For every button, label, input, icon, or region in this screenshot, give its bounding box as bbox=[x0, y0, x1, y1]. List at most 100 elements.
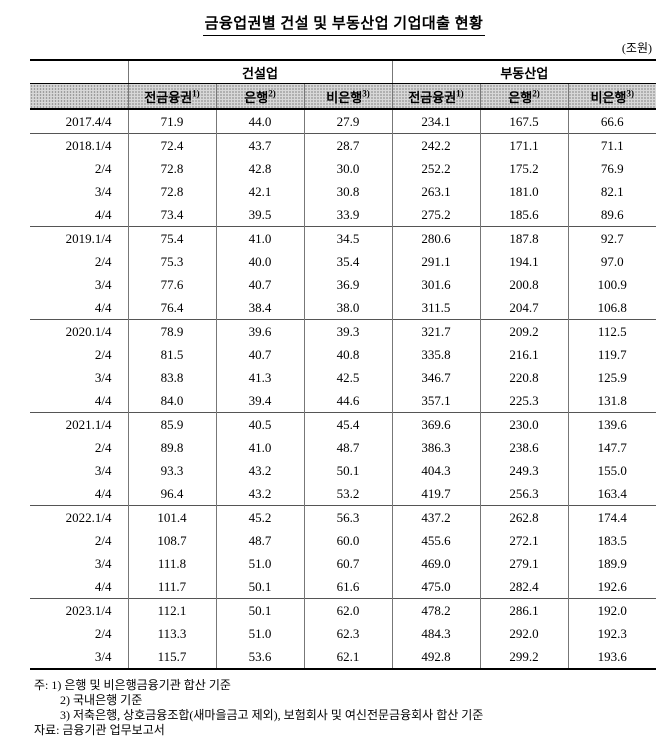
row-label: 2/4 bbox=[94, 532, 112, 548]
table-row: 2/4 72.8 42.8 30.0 252.2 175.2 76.9 bbox=[30, 157, 657, 180]
row-label: 3/4 bbox=[94, 648, 112, 664]
value-cell: 171.1 bbox=[479, 133, 568, 157]
value-cell: 45.2 bbox=[215, 505, 304, 529]
value-cell: 62.3 bbox=[303, 622, 392, 645]
row-label: 3/4 bbox=[94, 369, 112, 385]
value-cell: 163.4 bbox=[567, 482, 657, 506]
page-title: 금융업권별 건설 및 부동산업 기업대출 현황 bbox=[202, 12, 486, 36]
value-cell: 478.2 bbox=[391, 598, 480, 622]
row-label: 4/4 bbox=[94, 578, 112, 594]
value-cell: 43.7 bbox=[215, 133, 304, 157]
value-cell: 280.6 bbox=[391, 226, 480, 250]
value-cell: 41.0 bbox=[215, 226, 304, 250]
value-cell: 175.2 bbox=[479, 157, 568, 180]
value-cell: 42.5 bbox=[303, 366, 392, 389]
title-wrap: 금융업권별 건설 및 부동산업 기업대출 현황 bbox=[30, 12, 658, 36]
value-cell: 225.3 bbox=[479, 389, 568, 413]
value-cell: 39.6 bbox=[215, 319, 304, 343]
value-cell: 33.9 bbox=[303, 203, 392, 227]
value-cell: 30.0 bbox=[303, 157, 392, 180]
value-cell: 71.1 bbox=[567, 133, 657, 157]
row-label: 3/4 bbox=[94, 462, 112, 478]
value-cell: 35.4 bbox=[303, 250, 392, 273]
sub-header-row: 전금융권1) 은행2) 비은행3) 전금융권1) 은행2) 비은행3) bbox=[30, 83, 657, 110]
value-cell: 38.4 bbox=[215, 296, 304, 320]
value-cell: 89.6 bbox=[567, 203, 657, 227]
value-cell: 187.8 bbox=[479, 226, 568, 250]
value-cell: 108.7 bbox=[127, 529, 216, 552]
value-cell: 75.3 bbox=[127, 250, 216, 273]
loan-table: 건설업 부동산업 전금융권1) 은행2) 비은행3) 전금융권1) 은행2) 비은행3) … bbox=[30, 59, 657, 670]
table-row: 4/4 84.0 39.4 44.6 357.1 225.3 131.8 bbox=[30, 389, 657, 413]
table-row: 2/4 108.7 48.7 60.0 455.6 272.1 183.5 bbox=[30, 529, 657, 552]
value-cell: 230.0 bbox=[479, 412, 568, 436]
value-cell: 41.0 bbox=[215, 436, 304, 459]
value-cell: 167.5 bbox=[479, 109, 568, 134]
value-cell: 82.1 bbox=[567, 180, 657, 203]
value-cell: 100.9 bbox=[567, 273, 657, 296]
value-cell: 484.3 bbox=[391, 622, 480, 645]
value-cell: 60.0 bbox=[303, 529, 392, 552]
table-row: 2019.1/4 75.4 41.0 34.5 280.6 187.8 92.7 bbox=[30, 226, 657, 250]
value-cell: 71.9 bbox=[127, 109, 216, 134]
row-label: 2022.1/4 bbox=[30, 505, 128, 529]
value-cell: 404.3 bbox=[391, 459, 480, 482]
value-cell: 40.8 bbox=[303, 343, 392, 366]
column-header: 은행2) bbox=[479, 83, 568, 110]
row-label: 3/4 bbox=[94, 555, 112, 571]
value-cell: 242.2 bbox=[391, 133, 480, 157]
value-cell: 234.1 bbox=[391, 109, 480, 134]
value-cell: 369.6 bbox=[391, 412, 480, 436]
value-cell: 238.6 bbox=[479, 436, 568, 459]
value-cell: 27.9 bbox=[303, 109, 392, 134]
value-cell: 39.5 bbox=[215, 203, 304, 227]
value-cell: 76.9 bbox=[567, 157, 657, 180]
value-cell: 77.6 bbox=[127, 273, 216, 296]
value-cell: 252.2 bbox=[391, 157, 480, 180]
value-cell: 39.4 bbox=[215, 389, 304, 413]
value-cell: 40.7 bbox=[215, 343, 304, 366]
value-cell: 62.0 bbox=[303, 598, 392, 622]
table-row: 2/4 89.8 41.0 48.7 386.3 238.6 147.7 bbox=[30, 436, 657, 459]
table-row: 2020.1/4 78.9 39.6 39.3 321.7 209.2 112.5 bbox=[30, 319, 657, 343]
table-row: 2021.1/4 85.9 40.5 45.4 369.6 230.0 139.6 bbox=[30, 412, 657, 436]
value-cell: 189.9 bbox=[567, 552, 657, 575]
value-cell: 61.6 bbox=[303, 575, 392, 599]
value-cell: 72.8 bbox=[127, 180, 216, 203]
table-header: 건설업 부동산업 전금융권1) 은행2) 비은행3) 전금융권1) 은행2) 비은행3) bbox=[30, 60, 657, 110]
footnotes: 주: 1) 은행 및 비은행금융기관 합산 기준 2) 국내은행 기준 3) 저축은… bbox=[34, 678, 658, 738]
table-row: 2023.1/4 112.1 50.1 62.0 478.2 286.1 192.0 bbox=[30, 598, 657, 622]
table-row: 3/4 115.7 53.6 62.1 492.8 299.2 193.6 bbox=[30, 645, 657, 669]
value-cell: 40.7 bbox=[215, 273, 304, 296]
footnote-line: 2) 국내은행 기준 bbox=[60, 693, 143, 707]
value-cell: 357.1 bbox=[391, 389, 480, 413]
value-cell: 193.6 bbox=[567, 645, 657, 669]
value-cell: 112.1 bbox=[127, 598, 216, 622]
value-cell: 346.7 bbox=[391, 366, 480, 389]
value-cell: 72.8 bbox=[127, 157, 216, 180]
value-cell: 97.0 bbox=[567, 250, 657, 273]
table-row: 4/4 96.4 43.2 53.2 419.7 256.3 163.4 bbox=[30, 482, 657, 506]
value-cell: 36.9 bbox=[303, 273, 392, 296]
value-cell: 66.6 bbox=[567, 109, 657, 134]
table-row: 4/4 73.4 39.5 33.9 275.2 185.6 89.6 bbox=[30, 203, 657, 227]
value-cell: 30.8 bbox=[303, 180, 392, 203]
value-cell: 492.8 bbox=[391, 645, 480, 669]
footnote-line: 자료: 금융기관 업무보고서 bbox=[34, 723, 165, 737]
value-cell: 204.7 bbox=[479, 296, 568, 320]
value-cell: 51.0 bbox=[215, 622, 304, 645]
row-label: 4/4 bbox=[94, 485, 112, 501]
table-row: 2/4 75.3 40.0 35.4 291.1 194.1 97.0 bbox=[30, 250, 657, 273]
footnote-line: 3) 저축은행, 상호금융조합(새마을금고 제외), 보험회사 및 여신전문금융… bbox=[60, 708, 484, 722]
value-cell: 275.2 bbox=[391, 203, 480, 227]
table-row: 3/4 93.3 43.2 50.1 404.3 249.3 155.0 bbox=[30, 459, 657, 482]
value-cell: 419.7 bbox=[391, 482, 480, 506]
table-row: 3/4 72.8 42.1 30.8 263.1 181.0 82.1 bbox=[30, 180, 657, 203]
value-cell: 291.1 bbox=[391, 250, 480, 273]
value-cell: 220.8 bbox=[479, 366, 568, 389]
row-label: 2020.1/4 bbox=[30, 319, 128, 343]
column-header: 비은행3) bbox=[567, 83, 657, 110]
value-cell: 272.1 bbox=[479, 529, 568, 552]
value-cell: 42.1 bbox=[215, 180, 304, 203]
